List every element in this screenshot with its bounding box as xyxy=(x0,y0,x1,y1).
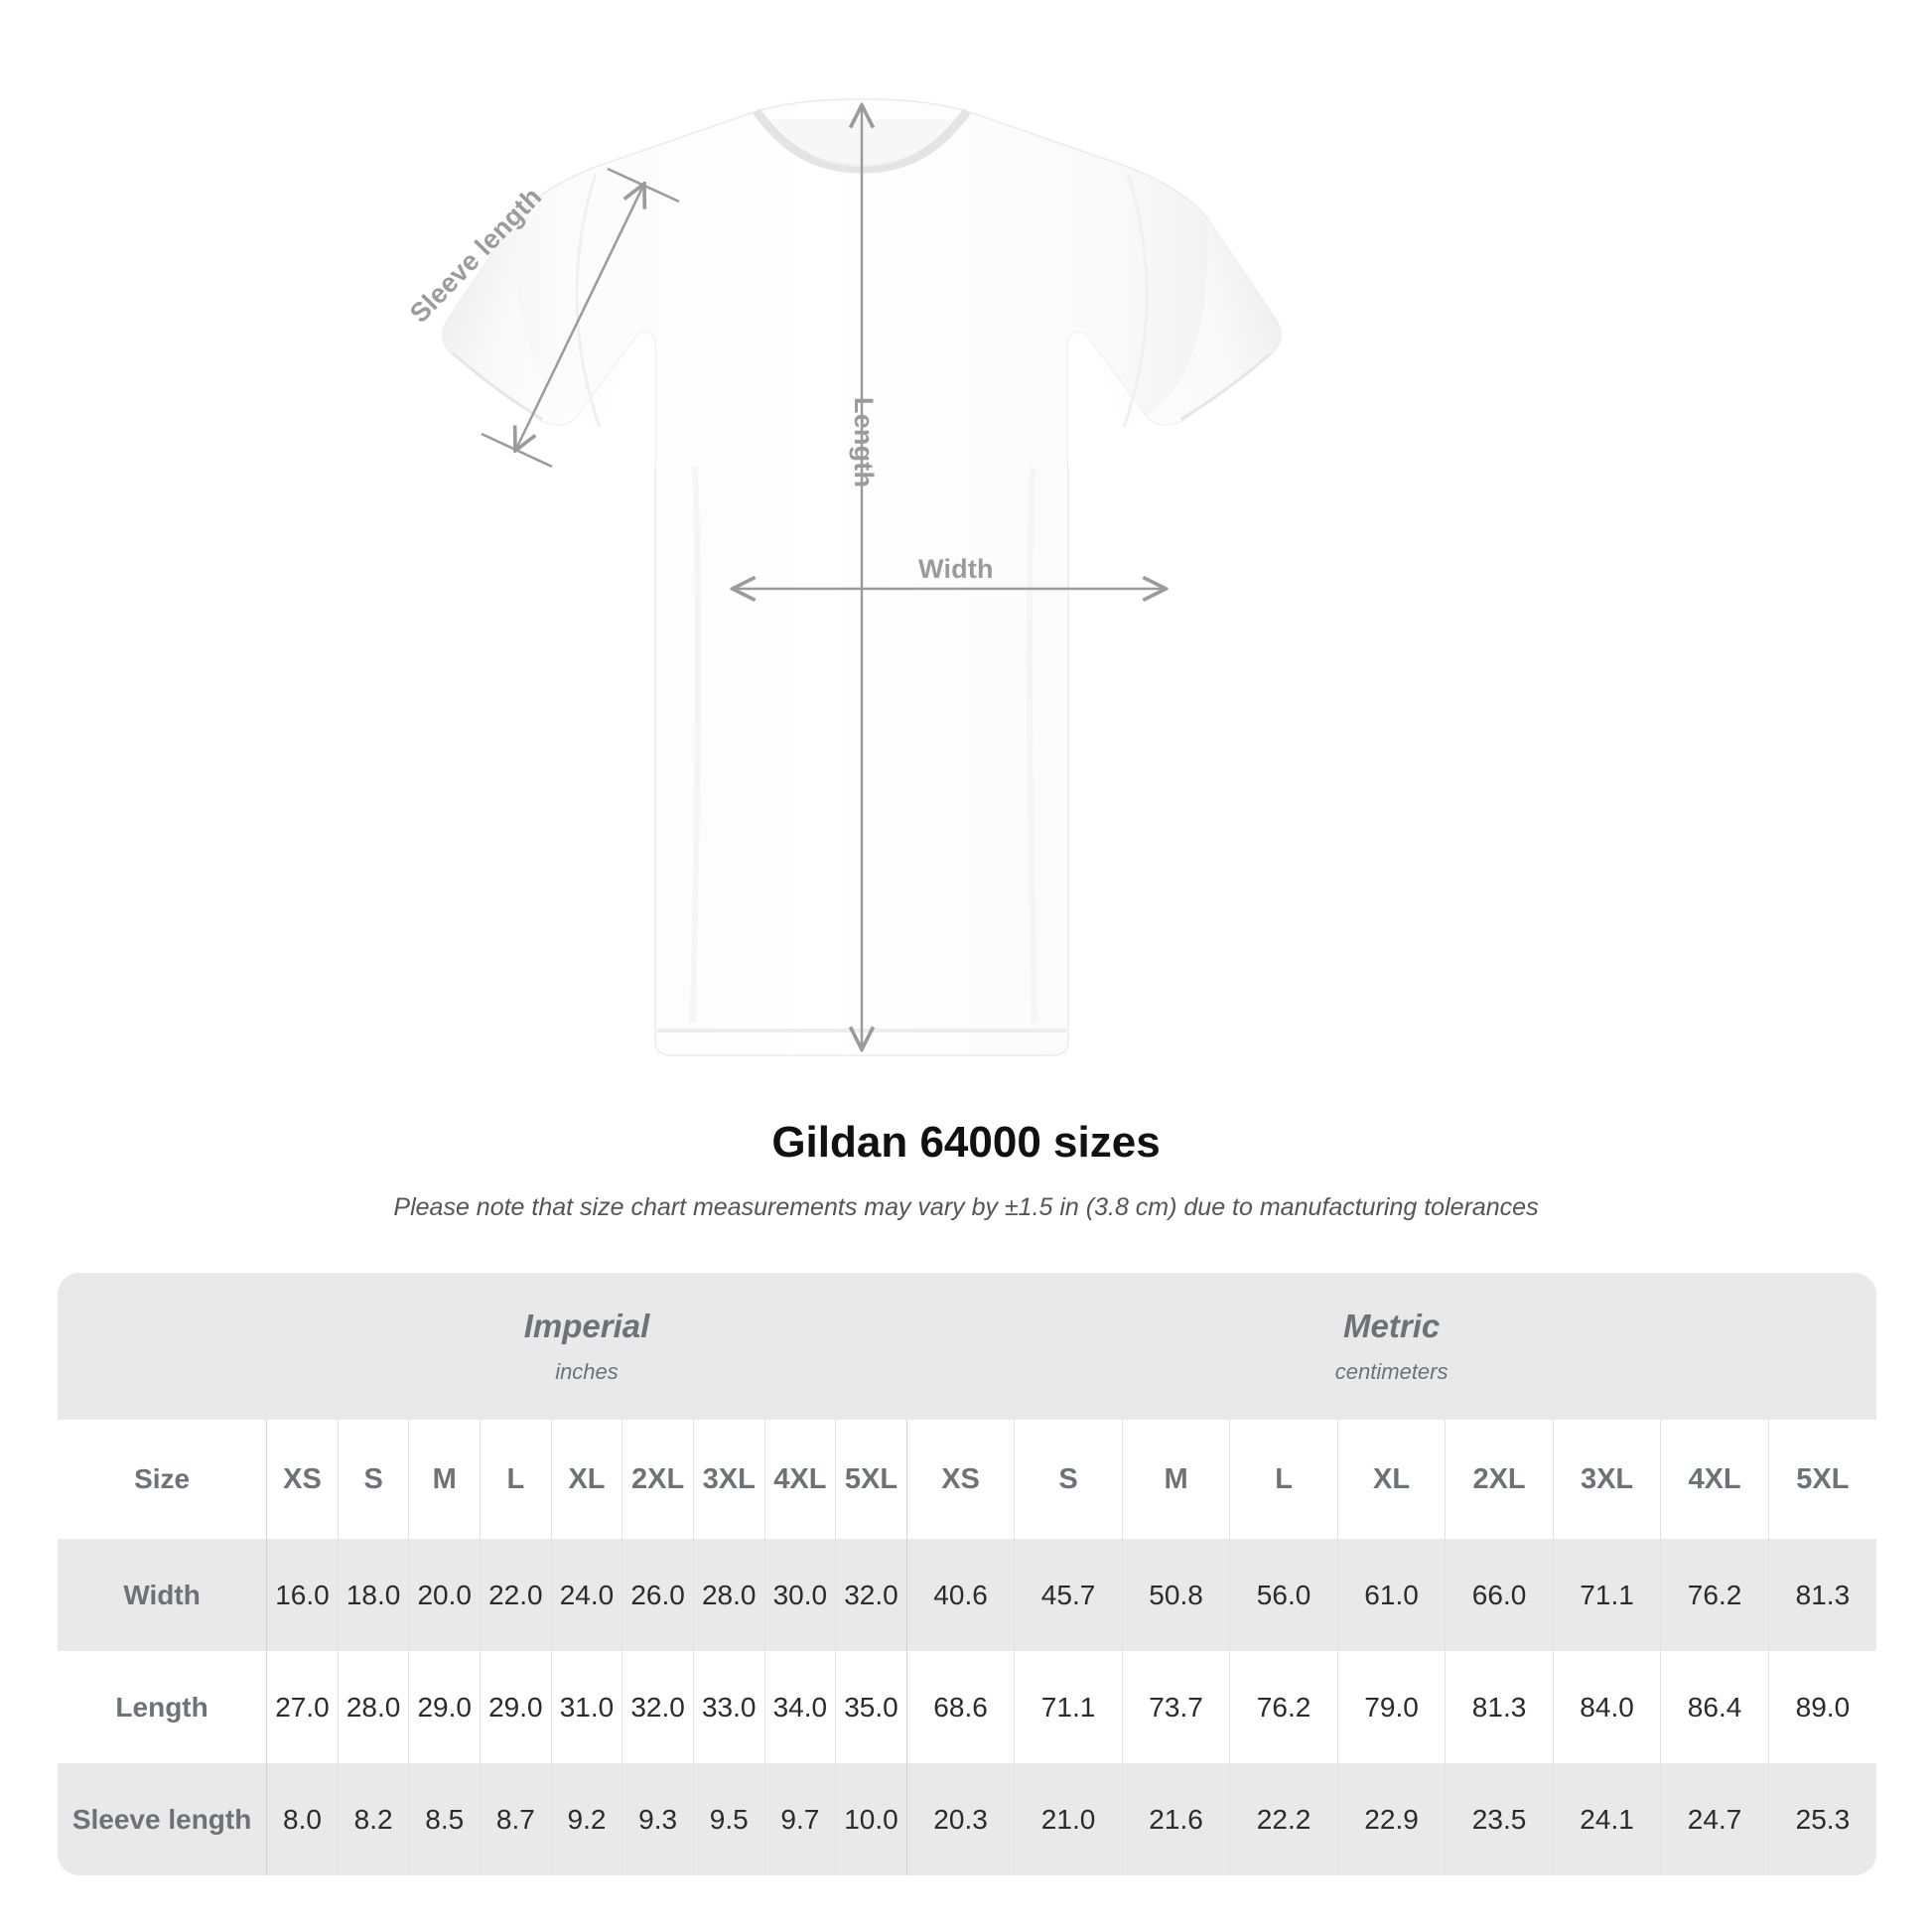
table-cell: 76.2 xyxy=(1229,1651,1338,1763)
table-cell: 10.0 xyxy=(835,1763,907,1875)
table-cell: 8.7 xyxy=(480,1763,552,1875)
row-label-width: Width xyxy=(58,1539,267,1651)
unit-group-metric-name: Metric xyxy=(1343,1308,1441,1345)
table-cell: 21.0 xyxy=(1014,1763,1123,1875)
size-header-cell: 4XL xyxy=(1660,1420,1769,1539)
unit-group-imperial-sub: inches xyxy=(555,1359,619,1385)
table-cell: 24.0 xyxy=(550,1539,622,1651)
table-cell: 16.0 xyxy=(266,1539,339,1651)
table-cell: 34.0 xyxy=(763,1651,836,1763)
table-cell: 89.0 xyxy=(1767,1651,1876,1763)
table-cell: 86.4 xyxy=(1660,1651,1769,1763)
table-cell: 81.3 xyxy=(1445,1651,1554,1763)
size-header-cell: 4XL xyxy=(763,1420,836,1539)
table-cell: 76.2 xyxy=(1660,1539,1769,1651)
size-header-cell: XS xyxy=(266,1420,339,1539)
table-cell: 20.0 xyxy=(408,1539,481,1651)
size-header-cell: M xyxy=(1121,1420,1230,1539)
table-cell: 22.9 xyxy=(1336,1763,1446,1875)
size-header-cell: 2XL xyxy=(1445,1420,1554,1539)
table-cell: 20.3 xyxy=(905,1763,1015,1875)
table-cell: 28.0 xyxy=(337,1651,409,1763)
table-cell: 66.0 xyxy=(1445,1539,1554,1651)
table-cell: 28.0 xyxy=(692,1539,765,1651)
table-cell: 50.8 xyxy=(1121,1539,1230,1651)
table-cell: 9.5 xyxy=(692,1763,765,1875)
size-header-cell: XS xyxy=(905,1420,1015,1539)
size-header-cell: XL xyxy=(1336,1420,1446,1539)
sleeve-length-dimension-line xyxy=(481,167,680,469)
page-title: Gildan 64000 sizes xyxy=(771,1118,1161,1167)
width-label: Width xyxy=(918,554,994,584)
size-header-cell: 5XL xyxy=(1767,1420,1876,1539)
unit-group-row: Imperial inches Metric centimeters xyxy=(58,1273,1876,1420)
size-header-cell: XL xyxy=(550,1420,622,1539)
table-cell: 25.3 xyxy=(1767,1763,1876,1875)
table-cell: 27.0 xyxy=(266,1651,339,1763)
size-header-cell: 3XL xyxy=(692,1420,765,1539)
length-label: Length xyxy=(849,397,879,488)
table-cell: 35.0 xyxy=(835,1651,907,1763)
tshirt-illustration: Sleeve length Length Width xyxy=(404,98,1282,1056)
size-header-cell: M xyxy=(408,1420,481,1539)
table-cell: 26.0 xyxy=(621,1539,694,1651)
size-header-cell: L xyxy=(480,1420,552,1539)
tolerance-note: Please note that size chart measurements… xyxy=(393,1192,1539,1221)
size-chart-table: Imperial inches Metric centimeters Size … xyxy=(58,1273,1876,1875)
chart-header: Gildan 64000 sizes Please note that size… xyxy=(0,1117,1932,1223)
table-cell: 29.0 xyxy=(480,1651,552,1763)
table-cell: 9.7 xyxy=(763,1763,836,1875)
table-cell: 8.0 xyxy=(266,1763,339,1875)
table-cell: 31.0 xyxy=(550,1651,622,1763)
table-row: Sleeve length 8.0 8.2 8.5 8.7 9.2 9.3 9.… xyxy=(58,1763,1876,1875)
unit-group-metric: Metric centimeters xyxy=(906,1273,1876,1420)
table-cell: 21.6 xyxy=(1121,1763,1230,1875)
size-chart-container: Imperial inches Metric centimeters Size … xyxy=(58,1273,1876,1875)
table-cell: 71.1 xyxy=(1014,1651,1123,1763)
size-header-cell: 3XL xyxy=(1552,1420,1661,1539)
row-label-length: Length xyxy=(58,1651,267,1763)
size-header-label: Size xyxy=(58,1420,267,1539)
unit-group-imperial-name: Imperial xyxy=(523,1308,650,1345)
tshirt-diagram-svg xyxy=(442,98,1282,1056)
size-header-cell: S xyxy=(337,1420,409,1539)
table-cell: 22.0 xyxy=(480,1539,552,1651)
size-header-cell: 2XL xyxy=(621,1420,694,1539)
size-header-cell: 5XL xyxy=(835,1420,907,1539)
unit-group-metric-sub: centimeters xyxy=(1334,1359,1449,1385)
size-header-cell: L xyxy=(1229,1420,1338,1539)
table-cell: 24.7 xyxy=(1660,1763,1769,1875)
table-cell: 84.0 xyxy=(1552,1651,1661,1763)
table-cell: 81.3 xyxy=(1767,1539,1876,1651)
table-cell: 33.0 xyxy=(692,1651,765,1763)
table-cell: 32.0 xyxy=(835,1539,907,1651)
table-cell: 45.7 xyxy=(1014,1539,1123,1651)
table-cell: 61.0 xyxy=(1336,1539,1446,1651)
unit-group-imperial: Imperial inches xyxy=(266,1273,907,1420)
table-cell: 32.0 xyxy=(621,1651,694,1763)
table-cell: 56.0 xyxy=(1229,1539,1338,1651)
table-cell: 23.5 xyxy=(1445,1763,1554,1875)
table-cell: 9.3 xyxy=(621,1763,694,1875)
table-cell: 30.0 xyxy=(763,1539,836,1651)
table-cell: 24.1 xyxy=(1552,1763,1661,1875)
table-row: Length 27.0 28.0 29.0 29.0 31.0 32.0 33.… xyxy=(58,1651,1876,1763)
table-cell: 8.2 xyxy=(337,1763,409,1875)
size-header-cell: S xyxy=(1014,1420,1123,1539)
unit-row-spacer xyxy=(58,1273,267,1420)
table-cell: 18.0 xyxy=(337,1539,409,1651)
table-cell: 73.7 xyxy=(1121,1651,1230,1763)
table-cell: 29.0 xyxy=(408,1651,481,1763)
table-cell: 9.2 xyxy=(550,1763,622,1875)
table-row: Width 16.0 18.0 20.0 22.0 24.0 26.0 28.0… xyxy=(58,1539,1876,1651)
table-cell: 40.6 xyxy=(905,1539,1015,1651)
table-cell: 8.5 xyxy=(408,1763,481,1875)
table-cell: 22.2 xyxy=(1229,1763,1338,1875)
table-cell: 68.6 xyxy=(905,1651,1015,1763)
size-header-row: Size XS S M L XL 2XL 3XL 4XL 5XL XS S M … xyxy=(58,1420,1876,1539)
row-label-sleeve-length: Sleeve length xyxy=(58,1763,267,1875)
table-cell: 71.1 xyxy=(1552,1539,1661,1651)
table-cell: 79.0 xyxy=(1336,1651,1446,1763)
